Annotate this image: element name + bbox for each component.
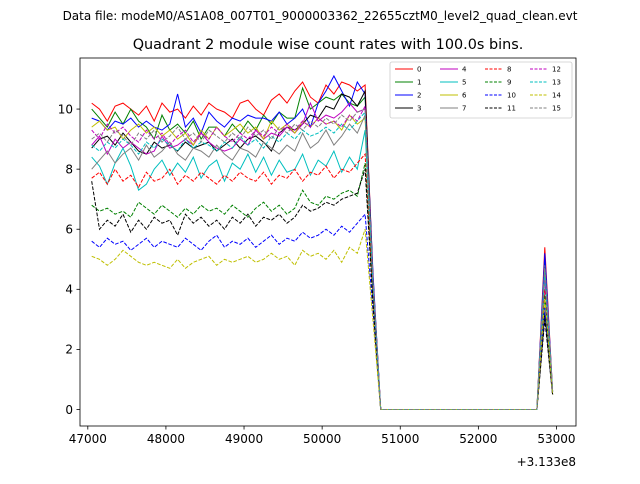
y-axis: 0 2 4 6 8 10 xyxy=(58,102,80,417)
legend-label-1: 1 xyxy=(417,79,421,87)
series-line-8 xyxy=(91,152,554,410)
legend-label-5: 5 xyxy=(462,79,466,87)
series-line-0 xyxy=(91,81,554,410)
legend-label-4: 4 xyxy=(462,66,467,74)
series-line-6 xyxy=(91,114,554,410)
legend-label-11: 11 xyxy=(507,105,516,113)
legend-label-14: 14 xyxy=(552,92,561,100)
series-line-2 xyxy=(91,74,554,410)
legend-label-12: 12 xyxy=(552,66,561,74)
series-line-5 xyxy=(91,130,554,410)
plot-frame xyxy=(79,57,577,427)
y-tick-label: 4 xyxy=(65,283,73,297)
legend-label-2: 2 xyxy=(417,92,421,100)
legend-label-7: 7 xyxy=(462,105,466,113)
legend-frame xyxy=(389,61,573,119)
legend-label-6: 6 xyxy=(462,92,467,100)
x-axis-offset-label: +3.133e8 xyxy=(517,455,576,469)
series-line-14 xyxy=(91,229,554,410)
series-line-9 xyxy=(91,162,554,410)
y-tick-label: 6 xyxy=(65,223,73,237)
legend-label-8: 8 xyxy=(507,66,511,74)
figure-suptitle: Data file: modeM0/AS1A08_007T01_90000033… xyxy=(63,9,578,23)
x-tick-label: 49000 xyxy=(225,432,263,446)
series-line-11 xyxy=(91,169,554,410)
legend-label-3: 3 xyxy=(417,105,421,113)
series-line-7 xyxy=(91,114,554,410)
legend-label-9: 9 xyxy=(507,79,511,87)
legend-label-15: 15 xyxy=(552,105,561,113)
chart-title: Quadrant 2 module wise count rates with … xyxy=(133,37,524,53)
x-axis: 47000 48000 49000 50000 51000 52000 53000 xyxy=(69,426,576,446)
legend-label-10: 10 xyxy=(507,92,516,100)
y-tick-label: 0 xyxy=(65,403,73,417)
x-tick-label: 48000 xyxy=(147,432,185,446)
y-tick-label: 8 xyxy=(65,162,73,176)
legend-label-0: 0 xyxy=(417,66,421,74)
series-line-15 xyxy=(91,108,554,410)
legend-label-13: 13 xyxy=(552,79,561,87)
x-tick-label: 51000 xyxy=(381,432,419,446)
y-tick-label: 10 xyxy=(58,102,73,116)
series-line-13 xyxy=(91,110,554,410)
y-tick-label: 2 xyxy=(65,343,73,357)
x-tick-label: 50000 xyxy=(303,432,341,446)
x-tick-label: 52000 xyxy=(459,432,497,446)
x-tick-label: 53000 xyxy=(537,432,575,446)
x-tick-label: 47000 xyxy=(69,432,107,446)
series-line-12 xyxy=(91,104,554,410)
series-line-10 xyxy=(91,212,554,410)
series-layer xyxy=(91,74,554,410)
